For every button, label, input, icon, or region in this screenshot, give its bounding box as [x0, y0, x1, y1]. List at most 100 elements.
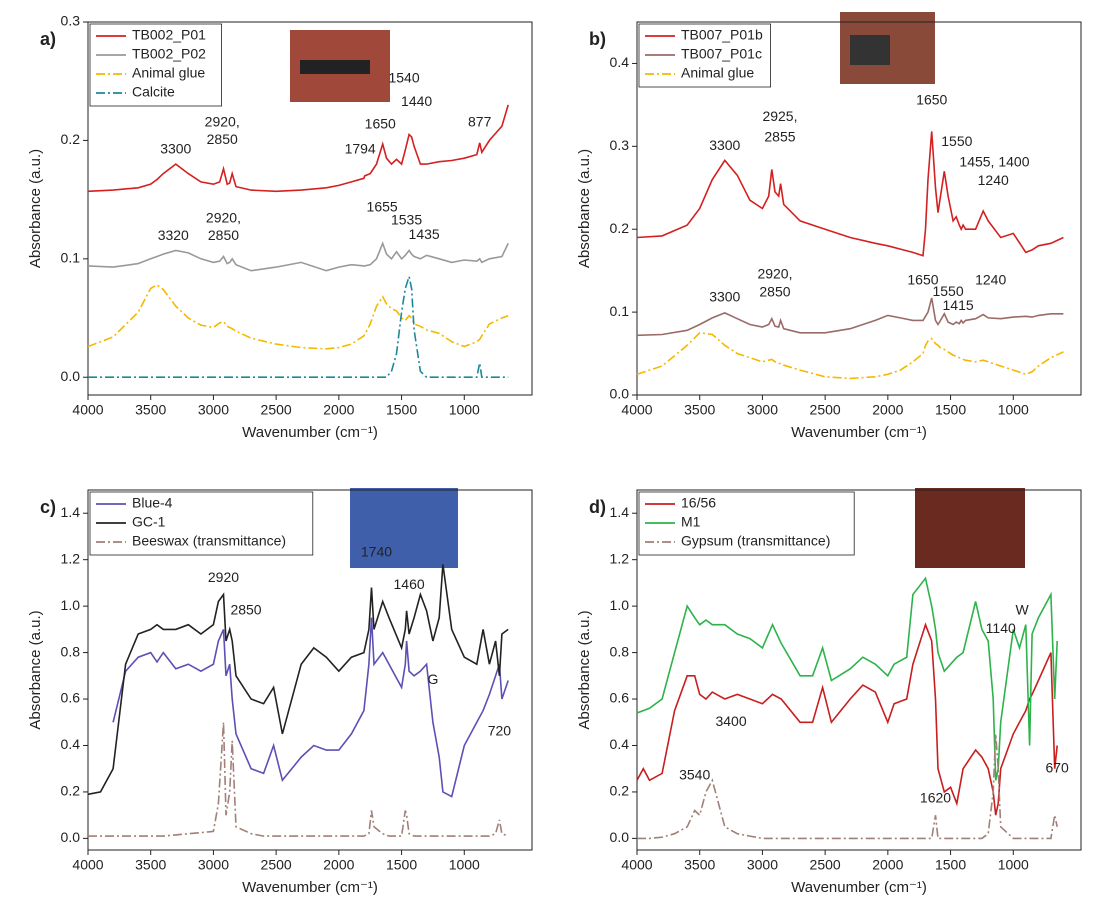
annotation: 1240: [978, 172, 1009, 188]
y-tick-label: 1.2: [61, 550, 81, 566]
x-tick-label: 2000: [872, 857, 903, 873]
annotation: 1415: [943, 297, 974, 313]
legend-label: M1: [681, 514, 701, 530]
inset-photo: [915, 488, 1025, 568]
y-axis-title: Absorbance (a.u.): [27, 149, 44, 268]
annotation: 2920,: [206, 209, 241, 225]
y-tick-label: 0.6: [61, 690, 81, 706]
x-axis-title: Wavenumber (cm⁻¹): [242, 879, 378, 896]
series-line: [88, 285, 508, 349]
annotation: 3300: [709, 289, 740, 305]
y-axis-title: Absorbance (a.u.): [27, 610, 44, 729]
x-tick-label: 1500: [386, 857, 417, 873]
panel-label: a): [40, 29, 56, 49]
y-tick-label: 1.0: [610, 597, 630, 613]
x-tick-label: 1500: [935, 402, 966, 418]
x-tick-label: 2500: [261, 402, 292, 418]
x-axis-title: Wavenumber (cm⁻¹): [242, 424, 378, 441]
x-tick-label: 2000: [872, 402, 903, 418]
y-tick-label: 0.2: [61, 783, 81, 799]
annotation: 1435: [409, 226, 440, 242]
annotation: 3300: [160, 141, 191, 157]
series-line: [637, 131, 1063, 255]
panel-label: c): [40, 497, 56, 517]
annotation: 1455, 1400: [959, 154, 1029, 170]
x-tick-label: 1000: [998, 402, 1029, 418]
x-tick-label: 3500: [135, 402, 166, 418]
y-tick-label: 0.0: [610, 386, 630, 402]
y-tick-label: 1.0: [61, 597, 81, 613]
x-tick-label: 2500: [810, 857, 841, 873]
annotation: 2925,: [762, 108, 797, 124]
x-tick-label: 1000: [998, 857, 1029, 873]
y-axis-title: Absorbance (a.u.): [576, 149, 593, 268]
x-tick-label: 1000: [449, 857, 480, 873]
annotation: 1740: [361, 543, 392, 559]
annotation: 3540: [679, 766, 710, 782]
annotation: 2855: [764, 129, 795, 145]
legend-label: GC-1: [132, 514, 166, 530]
x-tick-label: 2000: [323, 402, 354, 418]
legend-label: TB002_P01: [132, 27, 206, 43]
annotation: 3400: [715, 713, 746, 729]
y-tick-label: 0.4: [610, 54, 630, 70]
y-tick-label: 0.4: [610, 736, 630, 752]
annotation: 1140: [986, 620, 1016, 636]
inset-scale: [850, 35, 890, 65]
annotation: 2920,: [205, 113, 240, 129]
y-tick-label: 0.8: [61, 643, 81, 659]
legend-label: TB007_P01b: [681, 27, 763, 43]
series-line: [88, 722, 508, 836]
inset-scale: [300, 60, 370, 74]
series-line: [637, 333, 1063, 379]
x-tick-label: 4000: [621, 857, 652, 873]
annotation: 1550: [941, 133, 972, 149]
legend-label: Gypsum (transmittance): [681, 533, 830, 549]
x-tick-label: 3000: [747, 402, 778, 418]
annotation: 2920: [208, 569, 239, 585]
annotation: 3320: [158, 227, 189, 243]
legend-label: TB002_P02: [132, 46, 206, 62]
figure: 4000 3500 3000 2500 2000 1500 1000 0.0 0.1 0.2 0.3…: [0, 0, 1105, 911]
x-tick-label: 3000: [198, 402, 229, 418]
annotation: W: [1015, 601, 1029, 617]
legend-label: Beeswax (transmittance): [132, 533, 286, 549]
series-line: [637, 298, 1063, 335]
x-axis-title: Wavenumber (cm⁻¹): [791, 424, 927, 441]
x-tick-label: 2500: [810, 402, 841, 418]
annotation: 1240: [975, 271, 1006, 287]
y-tick-label: 1.4: [61, 504, 81, 520]
y-tick-label: 0.8: [610, 643, 630, 659]
y-tick-label: 0.1: [61, 250, 81, 266]
annotation: 720: [488, 722, 512, 738]
y-tick-label: 0.3: [610, 137, 630, 153]
legend-label: 16/56: [681, 495, 716, 511]
x-tick-label: 1500: [386, 402, 417, 418]
y-tick-label: 0.0: [610, 829, 630, 845]
series-line: [88, 105, 508, 191]
annotation: 1650: [365, 116, 396, 132]
annotation: 1540: [388, 70, 419, 86]
x-tick-label: 4000: [72, 857, 103, 873]
y-tick-label: 1.2: [610, 550, 630, 566]
y-axis-title: Absorbance (a.u.): [576, 610, 593, 729]
panel-label: b): [589, 29, 606, 49]
legend-label: Animal glue: [681, 65, 754, 81]
y-tick-label: 0.1: [610, 303, 630, 319]
x-tick-label: 1000: [449, 402, 480, 418]
annotation: 670: [1045, 759, 1069, 775]
x-tick-label: 4000: [621, 402, 652, 418]
annotation: 1794: [345, 141, 376, 157]
y-tick-label: 0.0: [61, 829, 81, 845]
annotation: 877: [468, 113, 492, 129]
x-tick-label: 3500: [684, 857, 715, 873]
y-tick-label: 0.2: [610, 220, 630, 236]
legend-label: Calcite: [132, 84, 175, 100]
legend-label: TB007_P01c: [681, 46, 762, 62]
annotation: 2850: [208, 227, 239, 243]
x-tick-label: 3500: [135, 857, 166, 873]
x-axis-title: Wavenumber (cm⁻¹): [791, 879, 927, 896]
x-tick-label: 3500: [684, 402, 715, 418]
panel-label: d): [589, 497, 606, 517]
annotation: 2850: [230, 601, 261, 617]
